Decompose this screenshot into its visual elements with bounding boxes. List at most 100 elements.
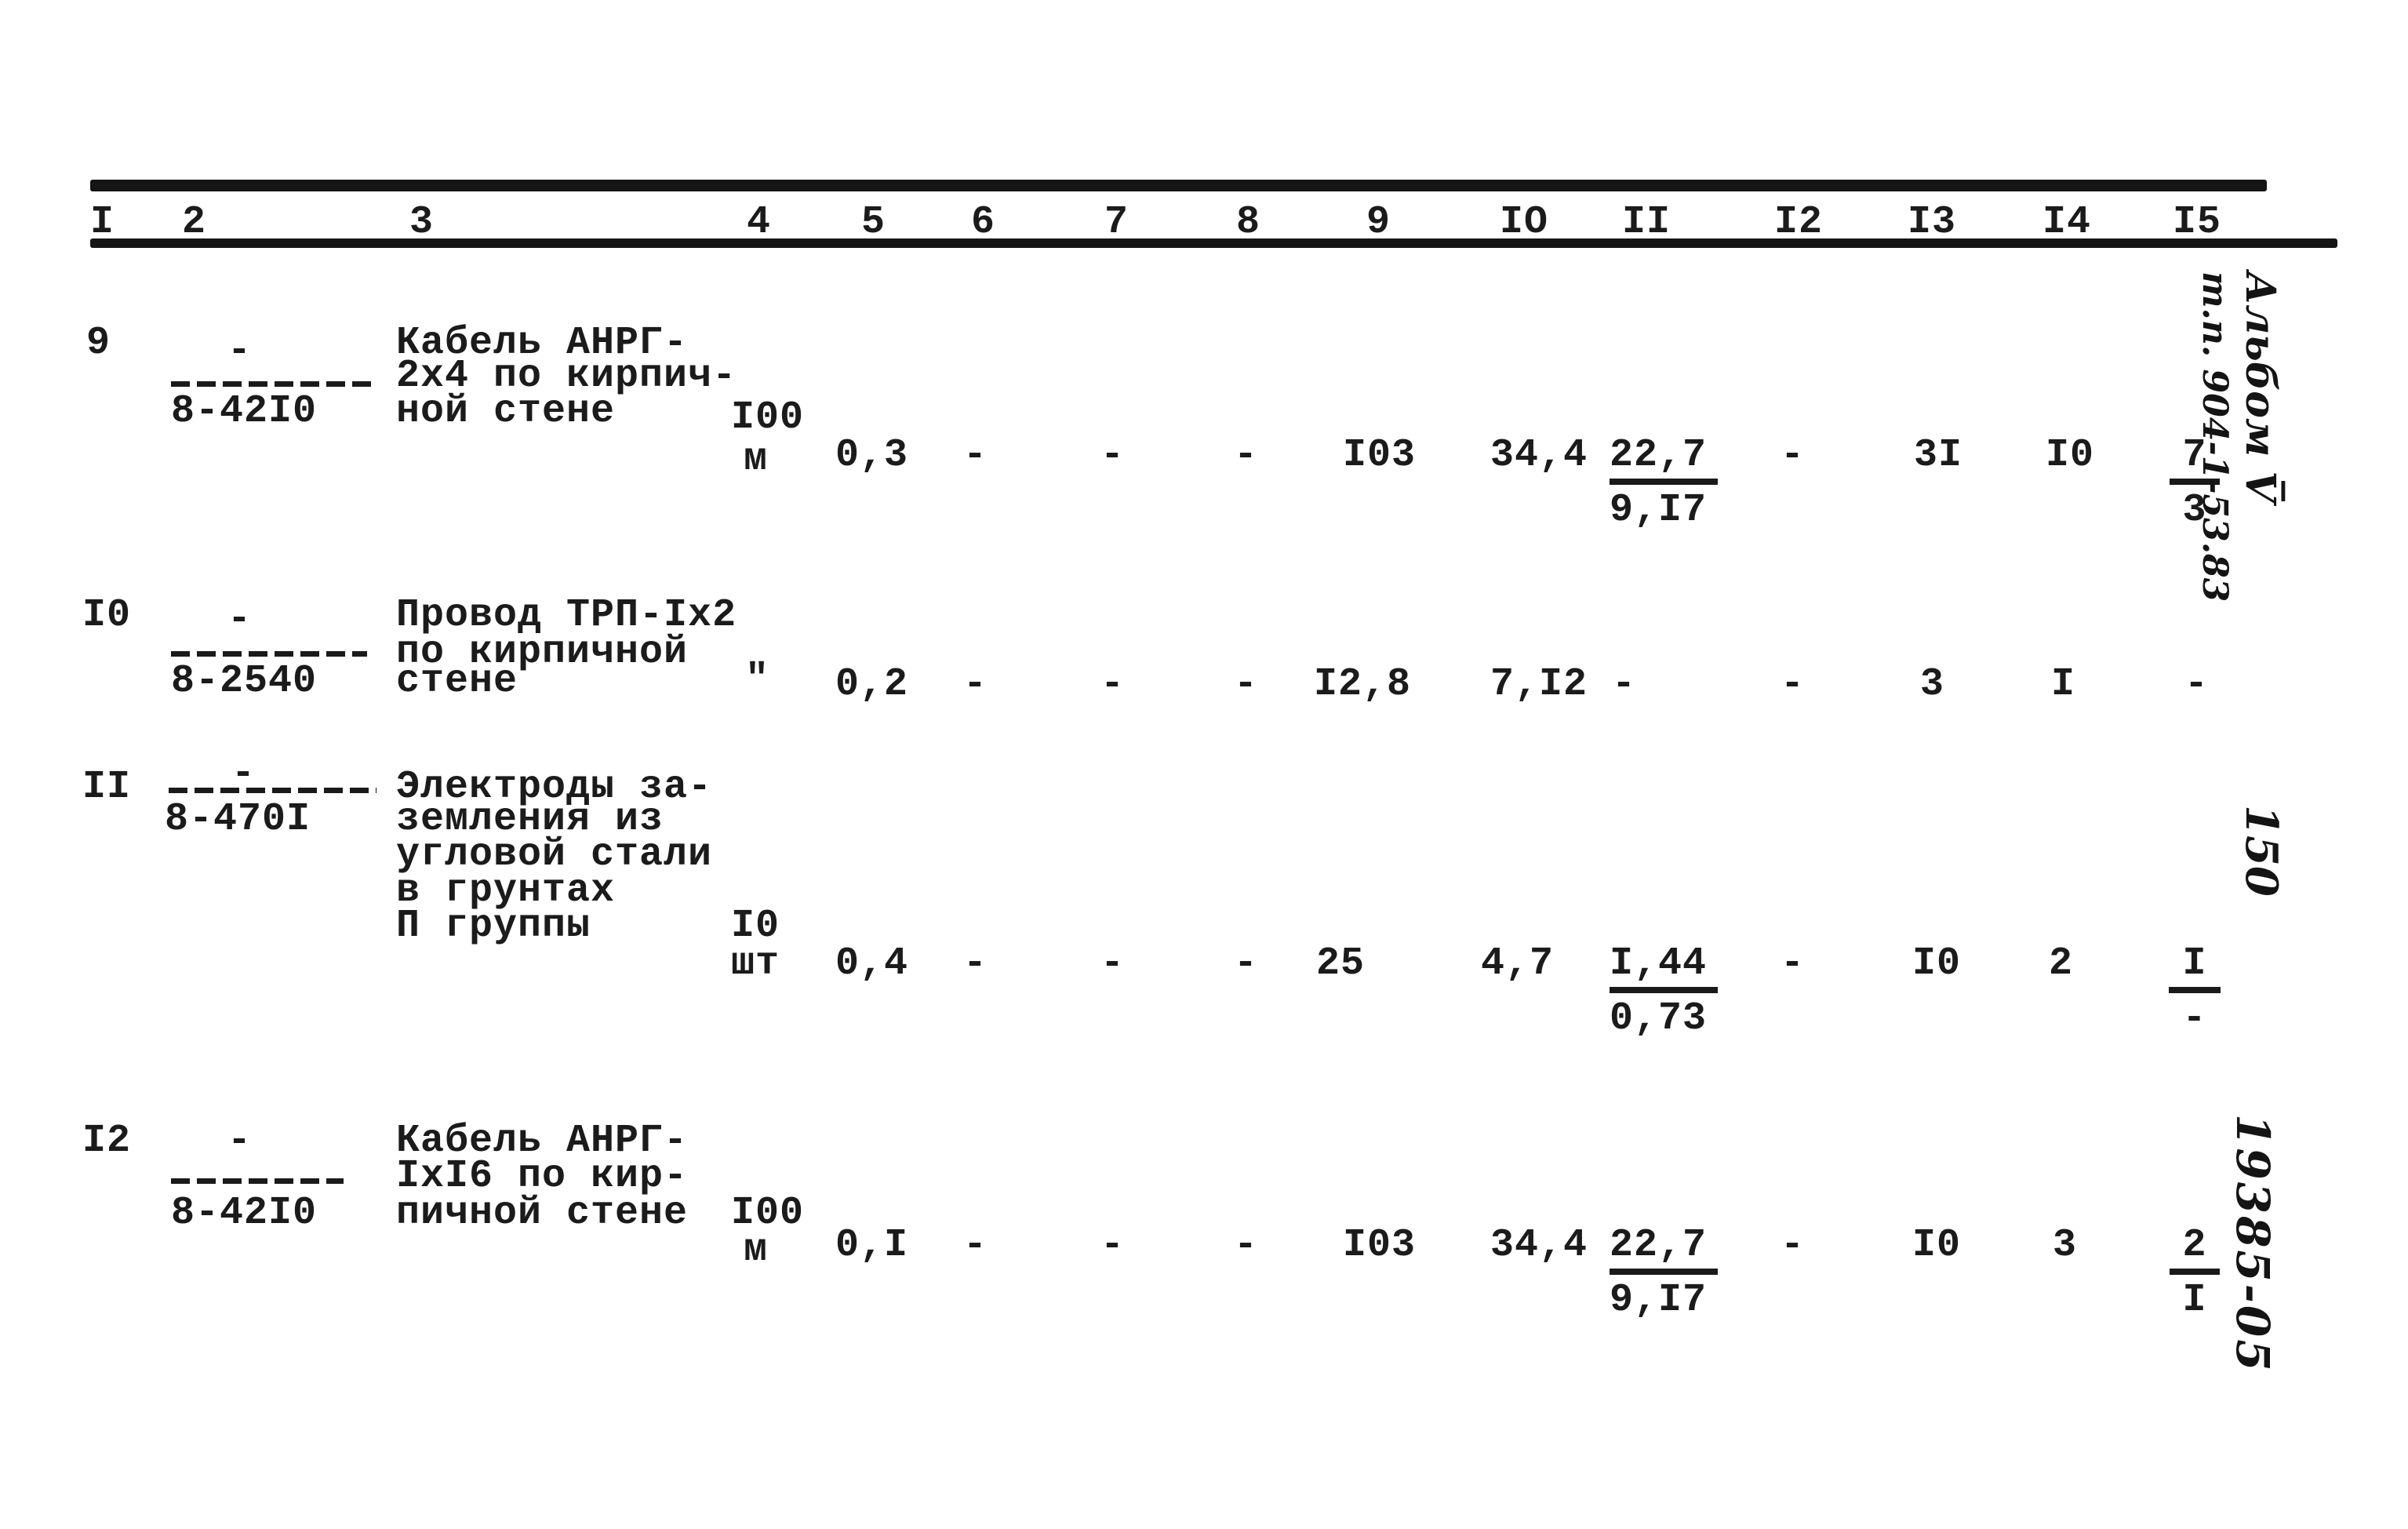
handwritten-page-number: 150 [2235, 805, 2287, 897]
cell-r12-c11-fraction: 22,7 9,I7 [1610, 1226, 1718, 1320]
code-dash: - [227, 329, 253, 373]
cell-r9-c10: 34,4 [1490, 433, 1588, 478]
column-header-2: 2 [182, 200, 207, 245]
cell-r12-c13: I0 [1912, 1223, 1962, 1268]
cell-r11-c15-fraction: I - [2163, 945, 2226, 1039]
fraction-bar [1610, 987, 1718, 993]
cell-r9-c11-fraction: 22,7 9,I7 [1610, 436, 1718, 530]
cell-r9-c7: - [1100, 433, 1126, 478]
cell-r12-c8: - [1234, 1223, 1259, 1268]
cell-r9-c8: - [1234, 433, 1259, 478]
cell-r11-c13: I0 [1912, 941, 1962, 986]
fraction-bar [2169, 987, 2221, 993]
cell-r12-c6: - [963, 1223, 988, 1268]
cell-r11-c12: - [1781, 941, 1806, 986]
unit-name: м [744, 437, 769, 482]
cell-r12-c10: 34,4 [1490, 1223, 1588, 1268]
code-divider-line [171, 1178, 344, 1184]
column-header-3: 3 [409, 200, 435, 245]
cell-r12-c5: 0,I [835, 1223, 909, 1268]
handwritten-doc-number: 19385-05 [2226, 1114, 2279, 1374]
cell-r9-c6: - [963, 433, 988, 478]
unit-quantity: I0 [731, 904, 780, 948]
fraction-bar [1610, 1269, 1718, 1275]
fraction-denominator: 0,73 [1610, 996, 1708, 1041]
column-header-10: IO [1500, 200, 1549, 245]
album-note-line: т.п. 904-1-53.83 [2195, 271, 2235, 602]
fraction-denominator: 9,I7 [1610, 488, 1708, 533]
fraction-bar [1610, 479, 1718, 485]
item-name-line: Кабель АНРГ- [396, 1119, 689, 1163]
album-note-line: Альбом V̅ [2236, 271, 2284, 503]
row-number: 9 [86, 321, 111, 366]
column-header-11: II [1622, 200, 1671, 245]
cell-r11-c11-fraction: I,44 0,73 [1610, 945, 1718, 1039]
column-header-6: 6 [971, 200, 996, 245]
fraction-numerator: 22,7 [1610, 1223, 1708, 1268]
cell-r9-c14: I0 [2046, 433, 2095, 478]
code-divider-line [169, 788, 376, 793]
unit-name: м [744, 1228, 769, 1272]
code-divider-line [171, 651, 367, 657]
cell-r9-c12: - [1781, 433, 1806, 478]
cell-r11-c8: - [1234, 941, 1259, 986]
fraction-numerator: I,44 [1610, 941, 1708, 986]
column-header-7: 7 [1104, 200, 1129, 245]
cell-r10-c11: - [1612, 662, 1637, 707]
cell-r11-c5: 0,4 [835, 941, 909, 986]
item-name-line: угловой стали [396, 832, 713, 877]
row-number: I2 [82, 1119, 132, 1163]
cell-r10-c10: 7,I2 [1490, 662, 1588, 707]
cell-r9-c15-fraction: 7 3 [2163, 436, 2226, 530]
row-number: II [82, 765, 132, 810]
code-dash: - [231, 752, 256, 796]
column-header-15: I5 [2173, 200, 2222, 245]
code-divider-line [171, 381, 371, 387]
cell-r12-c15-fraction: 2 I [2163, 1226, 2226, 1320]
column-header-8: 8 [1236, 200, 1261, 245]
header-rule-top [90, 180, 2267, 191]
cell-r10-c13: 3 [1920, 662, 1945, 707]
column-header-1: I [90, 200, 115, 245]
unit-quantity: I00 [731, 1191, 805, 1236]
cell-r9-c9: I03 [1343, 433, 1417, 478]
fraction-denominator: 9,I7 [1610, 1278, 1708, 1323]
item-name-line: Электроды за- [396, 765, 713, 810]
item-name-line: 2х4 по кирпич- [396, 354, 737, 399]
cell-r10-c9: I2,8 [1314, 662, 1412, 707]
cell-r12-c12: - [1781, 1223, 1806, 1268]
column-header-12: I2 [1774, 200, 1824, 245]
cell-r11-c7: - [1100, 941, 1126, 986]
cell-r9-c13: 3I [1914, 433, 1963, 478]
cell-r10-c8: - [1234, 662, 1259, 707]
item-name-line: стене [396, 659, 518, 704]
fraction-denominator: - [2182, 996, 2207, 1041]
code-number: 8-42I0 [171, 389, 318, 434]
item-name-line: П группы [396, 904, 591, 948]
cell-r12-c9: I03 [1343, 1223, 1417, 1268]
column-header-14: I4 [2042, 200, 2092, 245]
header-rule-bottom [90, 238, 2337, 248]
item-name-line: ной стене [396, 389, 616, 434]
cell-r10-c6: - [963, 662, 988, 707]
fraction-numerator: 2 [2182, 1223, 2207, 1268]
fraction-bar [2170, 1269, 2220, 1275]
item-name-line: земления из [396, 797, 664, 842]
cell-r10-c5: 0,2 [835, 662, 909, 707]
cell-r12-c14: 3 [2053, 1223, 2078, 1268]
column-header-5: 5 [861, 200, 886, 245]
fraction-numerator: 22,7 [1610, 433, 1708, 478]
cell-r10-c12: - [1781, 662, 1806, 707]
fraction-bar [2170, 479, 2220, 485]
cell-r12-c7: - [1100, 1223, 1126, 1268]
fraction-numerator: 7 [2182, 433, 2207, 478]
fraction-denominator: 3 [2182, 488, 2207, 533]
cell-r9-c5: 0,3 [835, 433, 909, 478]
code-number: 8-2540 [171, 659, 318, 704]
handwritten-album-note: Альбом V̅ т.п. 904-1-53.83 [2192, 271, 2284, 602]
cell-r10-c15: - [2184, 662, 2210, 707]
item-name-line: в грунтах [396, 868, 616, 913]
cell-r11-c14: 2 [2049, 941, 2074, 986]
cell-r10-c14: I [2051, 662, 2076, 707]
cell-r11-c9: 25 [1316, 941, 1366, 986]
